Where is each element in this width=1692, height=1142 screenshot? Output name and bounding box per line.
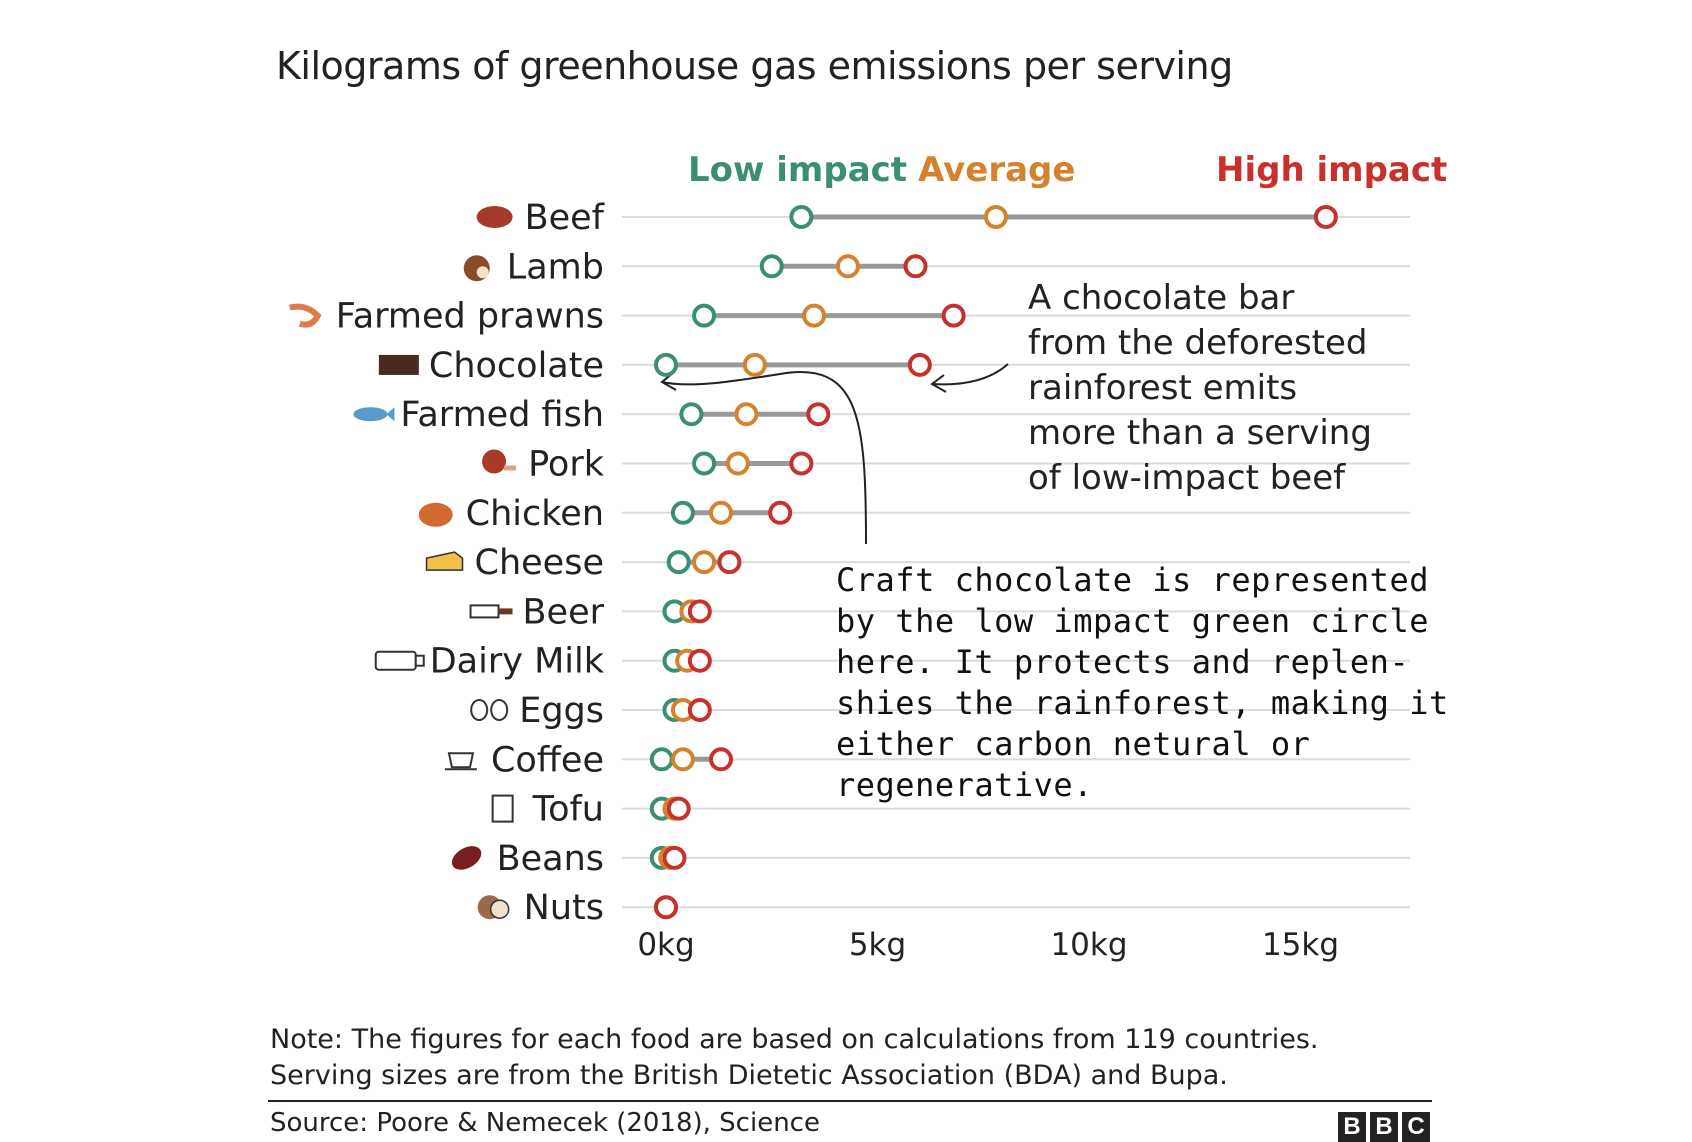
pork-icon: [482, 449, 517, 474]
category-label: Nuts: [524, 888, 604, 928]
dot-average: [734, 402, 759, 427]
dot-high-impact: [941, 303, 966, 328]
dot-average: [670, 747, 695, 772]
x-tick-label: 10kg: [1050, 927, 1127, 963]
beans-icon: [451, 846, 482, 870]
source-divider: [268, 1100, 1432, 1102]
category-icons: [289, 206, 517, 920]
logo-letter: B: [1338, 1112, 1366, 1142]
dot-average: [835, 254, 860, 279]
dot-average: [692, 550, 717, 575]
chart-title: Kilograms of greenhouse gas emissions pe…: [276, 44, 1233, 88]
annotation-deforested-chocolate: A chocolate bar from the deforested rain…: [1028, 278, 1372, 498]
dot-low-impact: [692, 451, 717, 476]
arrow-deforest: [931, 363, 1009, 386]
dot-low-impact: [692, 303, 717, 328]
bbc-logo: B B C: [1338, 1112, 1430, 1142]
steak-icon: [476, 206, 513, 228]
dot-low-impact: [649, 747, 674, 772]
x-tick-label: 5kg: [849, 927, 906, 963]
category-label: Tofu: [532, 790, 604, 830]
dot-high-impact: [687, 599, 712, 624]
x-tick-label: 15kg: [1262, 927, 1339, 963]
dot-high-impact: [687, 698, 712, 722]
category-label: Farmed fish: [400, 395, 604, 435]
category-label: Pork: [528, 445, 605, 485]
category-label: Lamb: [507, 247, 604, 287]
dot-high-impact: [1313, 205, 1338, 229]
dot-high-impact: [768, 500, 793, 525]
category-label: Farmed prawns: [336, 297, 604, 337]
eggs-icon: [470, 699, 509, 721]
chocolate-icon: [378, 354, 419, 375]
dot-high-impact: [662, 845, 687, 870]
category-label: Chocolate: [429, 346, 604, 386]
dot-average: [708, 500, 733, 525]
legend-low: Low impact: [688, 150, 908, 190]
category-label: Eggs: [519, 691, 604, 731]
x-tick-labels: 0kg 5kg 10kg 15kg: [637, 927, 1339, 963]
dot-average: [802, 303, 827, 328]
beer-icon: [469, 604, 513, 619]
dot-low-impact: [666, 550, 691, 575]
dot-high-impact: [717, 550, 742, 575]
dot-average: [725, 451, 750, 476]
arrow-craft: [661, 371, 867, 545]
dot-high-impact: [806, 402, 831, 427]
coffee-icon: [444, 752, 477, 771]
category-labels: Beef Lamb Farmed prawns Chocolate Farmed fis…: [336, 198, 605, 928]
dot-low-impact: [759, 254, 784, 279]
dot-low-impact: [789, 205, 814, 229]
lamb-icon: [463, 255, 490, 282]
chicken-icon: [418, 502, 453, 527]
source: Source: Poore & Nemecek (2018), Science: [270, 1108, 820, 1138]
category-label: Chicken: [466, 494, 604, 534]
annotation-craft-chocolate: Craft chocolate is represented by the lo…: [836, 561, 1449, 804]
category-label: Dairy Milk: [430, 642, 605, 682]
dot-high-impact: [687, 648, 712, 673]
legend-high: High impact: [1216, 150, 1448, 190]
logo-letter: C: [1402, 1112, 1430, 1142]
dot-average: [742, 352, 767, 377]
nuts-icon: [477, 895, 510, 920]
dot-high-impact: [789, 451, 814, 476]
dots: [649, 205, 1338, 920]
category-label: Coffee: [491, 740, 604, 780]
tofu-icon: [491, 794, 514, 823]
annotation-arrows: [660, 363, 1009, 545]
category-label: Beans: [497, 839, 604, 879]
milk-icon: [374, 650, 425, 671]
x-tick-label: 0kg: [637, 927, 694, 963]
fish-icon: [353, 407, 395, 422]
legend-average: Average: [918, 150, 1076, 190]
dot-high-impact: [907, 352, 932, 377]
category-label: Cheese: [475, 543, 604, 583]
dot-high-impact: [666, 796, 691, 821]
dot-low-impact: [670, 500, 695, 525]
note: Note: The figures for each food are base…: [270, 1024, 1319, 1091]
dot-low-impact: [679, 402, 704, 427]
category-label: Beer: [523, 592, 605, 632]
dot-average: [983, 205, 1008, 229]
dot-low-impact: [654, 352, 678, 377]
cheese-icon: [425, 551, 464, 571]
logo-letter: B: [1370, 1112, 1398, 1142]
dot-high-impact: [903, 254, 928, 279]
dot-high-impact: [654, 895, 678, 920]
dot-high-impact: [708, 747, 733, 772]
prawn-icon: [289, 303, 322, 328]
arrow-deforest-head: [930, 374, 947, 393]
category-label: Beef: [525, 198, 605, 238]
